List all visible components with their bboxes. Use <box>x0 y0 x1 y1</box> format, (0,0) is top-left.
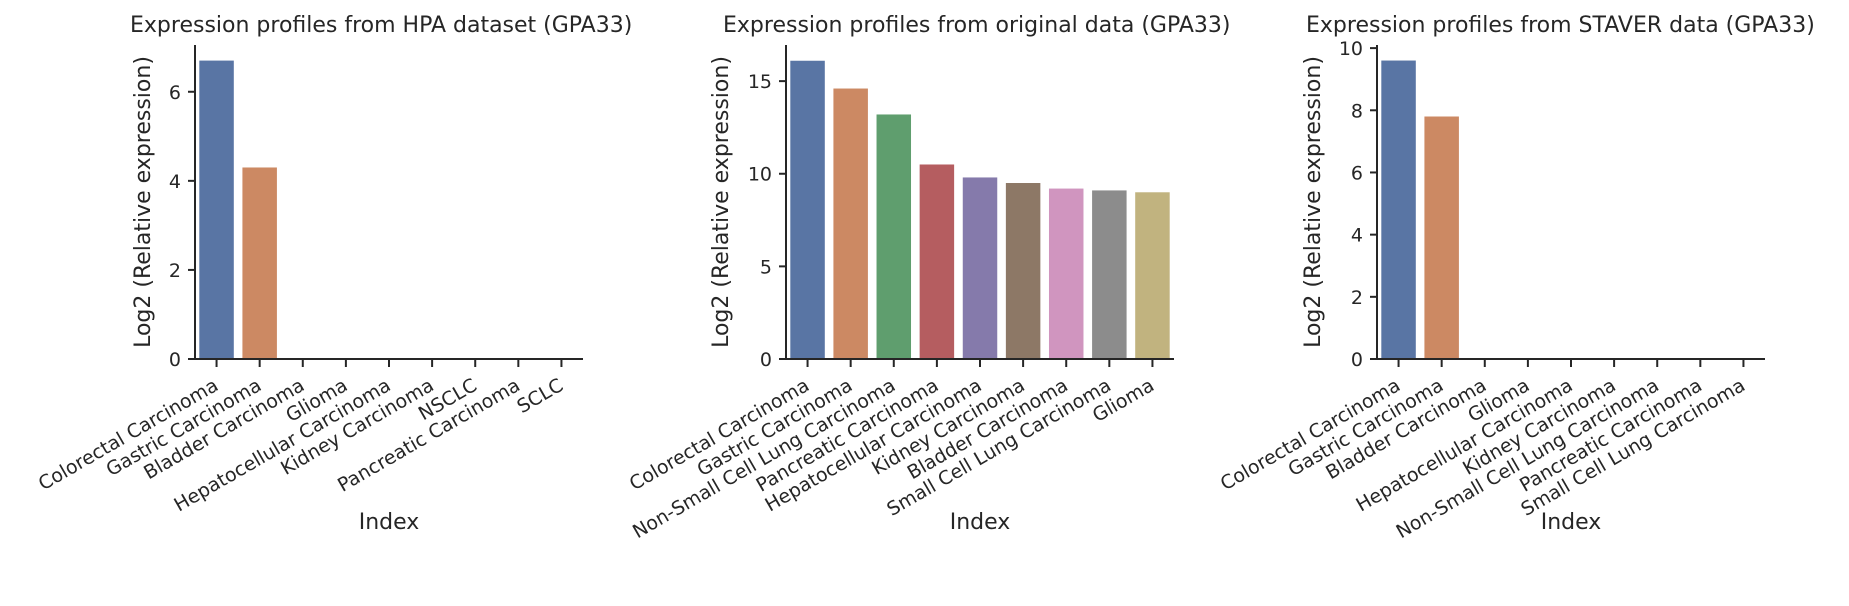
y-tick-label: 15 <box>748 71 772 93</box>
bar <box>242 167 277 359</box>
bar <box>199 60 234 360</box>
y-tick-label: 8 <box>1351 100 1363 122</box>
y-tick-label: 6 <box>169 82 181 104</box>
bar <box>1048 188 1084 359</box>
x-axis-label: Index <box>1541 510 1602 535</box>
chart-title: Expression profiles from HPA dataset (GP… <box>130 13 632 38</box>
bar <box>833 88 868 359</box>
bar <box>876 114 912 359</box>
bar <box>919 164 955 359</box>
x-axis-label: Index <box>359 510 420 535</box>
bar <box>962 177 998 359</box>
bar <box>790 60 825 359</box>
bar <box>1424 116 1459 359</box>
y-axis-label: Log2 (Relative expression) <box>131 56 156 348</box>
bar <box>1381 60 1416 359</box>
y-tick-label: 4 <box>1351 225 1363 247</box>
x-tick-label: SCLC <box>513 374 567 418</box>
x-axis-label: Index <box>950 510 1011 535</box>
y-tick-label: 0 <box>1351 349 1363 371</box>
y-tick-label: 5 <box>760 256 772 278</box>
chart-title: Expression profiles from original data (… <box>723 13 1230 38</box>
y-tick-label: 4 <box>169 171 181 193</box>
bar <box>1092 190 1127 359</box>
y-tick-label: 2 <box>169 260 181 282</box>
y-tick-label: 10 <box>748 164 772 186</box>
y-axis-label: Log2 (Relative expression) <box>709 56 734 348</box>
y-tick-label: 0 <box>169 349 181 371</box>
bar <box>1005 183 1041 359</box>
chart-title: Expression profiles from STAVER data (GP… <box>1306 13 1815 38</box>
y-tick-label: 6 <box>1351 162 1363 184</box>
y-tick-label: 10 <box>1339 38 1363 60</box>
bar <box>1135 192 1170 359</box>
y-tick-label: 0 <box>760 349 772 371</box>
y-axis-label: Log2 (Relative expression) <box>1301 56 1326 348</box>
y-tick-label: 2 <box>1351 287 1363 309</box>
